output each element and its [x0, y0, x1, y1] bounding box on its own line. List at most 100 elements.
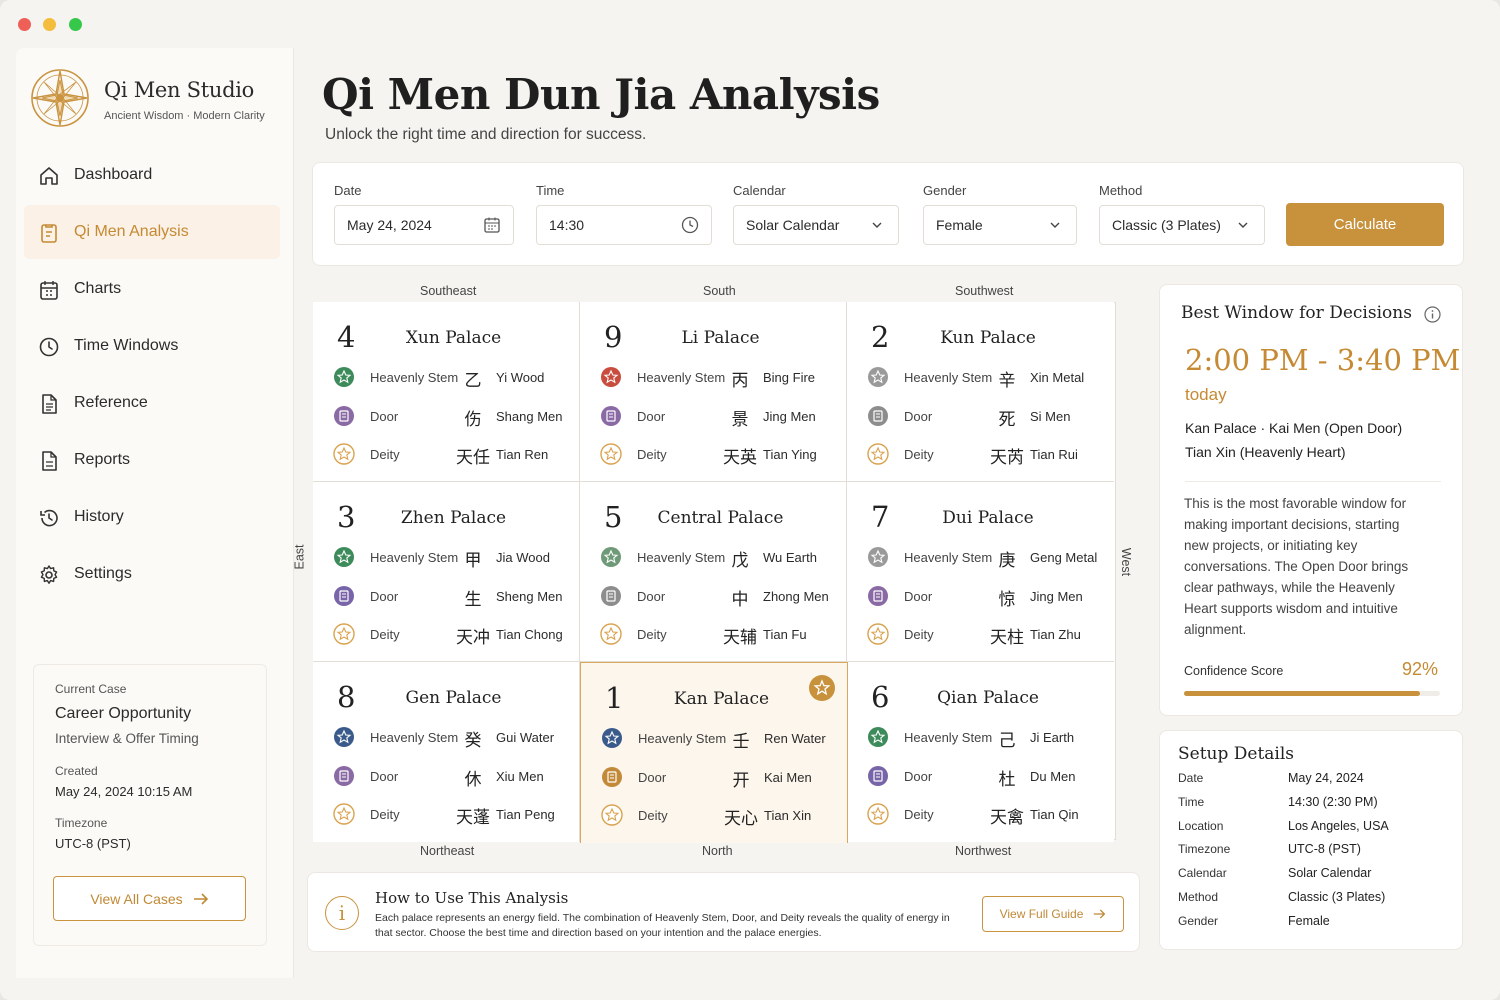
chinese-character: 天冲 — [456, 628, 490, 648]
palace-cell-xun-palace[interactable]: 4 Xun Palace Heavenly Stem 乙 Yi Wood Door 伤 Sha… — [313, 302, 580, 482]
calendar-select[interactable]: Solar Calendar — [733, 205, 899, 245]
row-label: Heavenly Stem — [904, 370, 993, 385]
sidebar-item-reports[interactable]: Reports — [24, 433, 280, 487]
row-label: Heavenly Stem — [904, 550, 993, 565]
palace-cell-kun-palace[interactable]: 2 Kun Palace Heavenly Stem 辛 Xin Metal Door 死 S… — [847, 302, 1114, 482]
row-value: Wu Earth — [763, 550, 817, 565]
palace-cell-gen-palace[interactable]: 8 Gen Palace Heavenly Stem 癸 Gui Water Door 休 X… — [313, 662, 580, 842]
row-label: Door — [637, 409, 666, 424]
chinese-character: 天蓬 — [456, 808, 490, 828]
palace-row-door: Door 杜 Du Men — [867, 765, 1112, 790]
clock-icon — [681, 216, 699, 234]
view-all-cases-button[interactable]: View All Cases — [53, 876, 246, 921]
palace-number: 5 — [604, 500, 623, 534]
minimize-window-button[interactable] — [43, 18, 56, 31]
close-window-button[interactable] — [18, 18, 31, 31]
setup-row-gender: Gender Female — [1178, 914, 1448, 932]
row-value: Xin Metal — [1030, 370, 1085, 385]
chinese-character: 休 — [464, 770, 482, 790]
row-value: Du Men — [1030, 769, 1076, 784]
palace-cell-qian-palace[interactable]: 6 Qian Palace Heavenly Stem 己 Ji Earth Door 杜 D… — [847, 662, 1114, 842]
setup-value: Female — [1288, 913, 1330, 928]
view-full-guide-button[interactable]: View Full Guide — [982, 896, 1124, 932]
deity-star-icon — [601, 804, 623, 826]
info-icon[interactable] — [1424, 306, 1441, 323]
row-value: Jing Men — [763, 409, 816, 424]
palace-name: Gen Palace — [405, 688, 502, 708]
favorite-star-icon — [809, 675, 835, 701]
current-case-card: Current Case Career Opportunity Intervie… — [33, 664, 267, 946]
deity-star-icon — [867, 443, 889, 465]
setup-value: 14:30 (2:30 PM) — [1288, 794, 1378, 809]
palace-cell-li-palace[interactable]: 9 Li Palace Heavenly Stem 丙 Bing Fire Door 景 Ji… — [580, 302, 847, 482]
deity-star-icon — [600, 443, 622, 465]
palace-cell-kan-palace[interactable]: 1 Kan Palace Heavenly Stem 壬 Ren Water Door 开 K… — [580, 662, 848, 843]
palace-cell-central-palace[interactable]: 5 Central Palace Heavenly Stem 戊 Wu Earth Doo… — [580, 482, 847, 662]
heavenly-stem-icon — [334, 727, 354, 747]
sidebar-item-time-windows[interactable]: Time Windows — [24, 319, 280, 373]
row-label: Door — [637, 589, 666, 604]
row-value: Bing Fire — [763, 370, 816, 385]
row-value: Gui Water — [496, 730, 555, 745]
row-value: Tian Qin — [1030, 807, 1079, 822]
row-value: Si Men — [1030, 409, 1071, 424]
heavenly-stem-icon — [868, 547, 888, 567]
chinese-character: 伤 — [464, 410, 482, 430]
palace-name: Xun Palace — [405, 328, 502, 348]
sidebar-item-history[interactable]: History — [24, 490, 280, 544]
setup-value: Classic (3 Plates) — [1288, 890, 1386, 904]
setup-value: Solar Calendar — [1288, 866, 1372, 881]
palace-number: 8 — [337, 680, 356, 714]
gender-select[interactable]: Female — [923, 205, 1077, 245]
setup-details-title: Setup Details — [1178, 744, 1295, 764]
palace-row-deity: Deity 天英 Tian Ying — [600, 443, 845, 468]
palace-cell-dui-palace[interactable]: 7 Dui Palace Heavenly Stem 庚 Geng Metal Door 惊… — [847, 482, 1114, 662]
palace-row-deity: Deity 天蓬 Tian Peng — [333, 803, 578, 828]
brand-tagline: Ancient Wisdom · Modern Clarity — [104, 110, 265, 122]
palace-row-stem: Heavenly Stem 辛 Xin Metal — [867, 366, 1112, 391]
palace-name: Central Palace — [657, 508, 784, 528]
row-label: Door — [370, 769, 399, 784]
palace-row-door: Door 生 Sheng Men — [333, 585, 578, 610]
door-icon — [601, 406, 621, 426]
palace-number: 3 — [337, 500, 356, 534]
calculate-button[interactable]: Calculate — [1286, 203, 1444, 246]
sidebar: Qi Men Studio Ancient Wisdom · Modern Cl… — [16, 48, 294, 978]
chevron-down-icon — [1238, 222, 1248, 228]
setup-row-date: Date May 24, 2024 — [1178, 771, 1448, 789]
chinese-character: 丙 — [731, 371, 749, 391]
palace-row-stem: Heavenly Stem 己 Ji Earth — [867, 726, 1112, 751]
direction-northwest: Northwest — [955, 844, 1012, 858]
date-input[interactable]: May 24, 2024 — [334, 205, 514, 245]
palace-cell-zhen-palace[interactable]: 3 Zhen Palace Heavenly Stem 甲 Jia Wood Door 生 S… — [313, 482, 580, 662]
maximize-window-button[interactable] — [69, 18, 82, 31]
method-select[interactable]: Classic (3 Plates) — [1099, 205, 1265, 245]
sidebar-item-reference[interactable]: Reference — [24, 376, 280, 430]
palace-row-deity: Deity 天心 Tian Xin — [601, 804, 846, 829]
chinese-character: 杜 — [998, 770, 1016, 790]
door-icon — [602, 767, 622, 787]
sidebar-item-settings[interactable]: Settings — [24, 547, 280, 601]
chinese-character: 天辅 — [723, 628, 757, 648]
row-label: Deity — [904, 447, 934, 462]
sidebar-item-qi-men-analysis[interactable]: Qi Men Analysis — [24, 205, 280, 259]
row-label: Heavenly Stem — [904, 730, 993, 745]
palace-number: 4 — [337, 320, 356, 354]
chinese-character: 天英 — [723, 448, 757, 468]
deity-star-icon — [333, 803, 355, 825]
chevron-down-icon — [872, 222, 882, 228]
created-value: May 24, 2024 10:15 AM — [55, 784, 193, 799]
chinese-character: 景 — [731, 410, 749, 430]
chart-grid-icon — [40, 281, 58, 300]
direction-west: West — [1119, 547, 1134, 577]
best-window-time: 2:00 PM - 3:40 PM — [1185, 343, 1461, 377]
setup-value: UTC-8 (PST) — [1288, 842, 1361, 857]
palace-row-door: Door 死 Si Men — [867, 405, 1112, 430]
time-input[interactable]: 14:30 — [536, 205, 712, 245]
palace-row-stem: Heavenly Stem 甲 Jia Wood — [333, 546, 578, 571]
palace-row-stem: Heavenly Stem 癸 Gui Water — [333, 726, 578, 751]
date-label: Date — [334, 183, 362, 198]
sidebar-item-charts[interactable]: Charts — [24, 262, 280, 316]
sidebar-item-dashboard[interactable]: Dashboard — [24, 148, 280, 202]
